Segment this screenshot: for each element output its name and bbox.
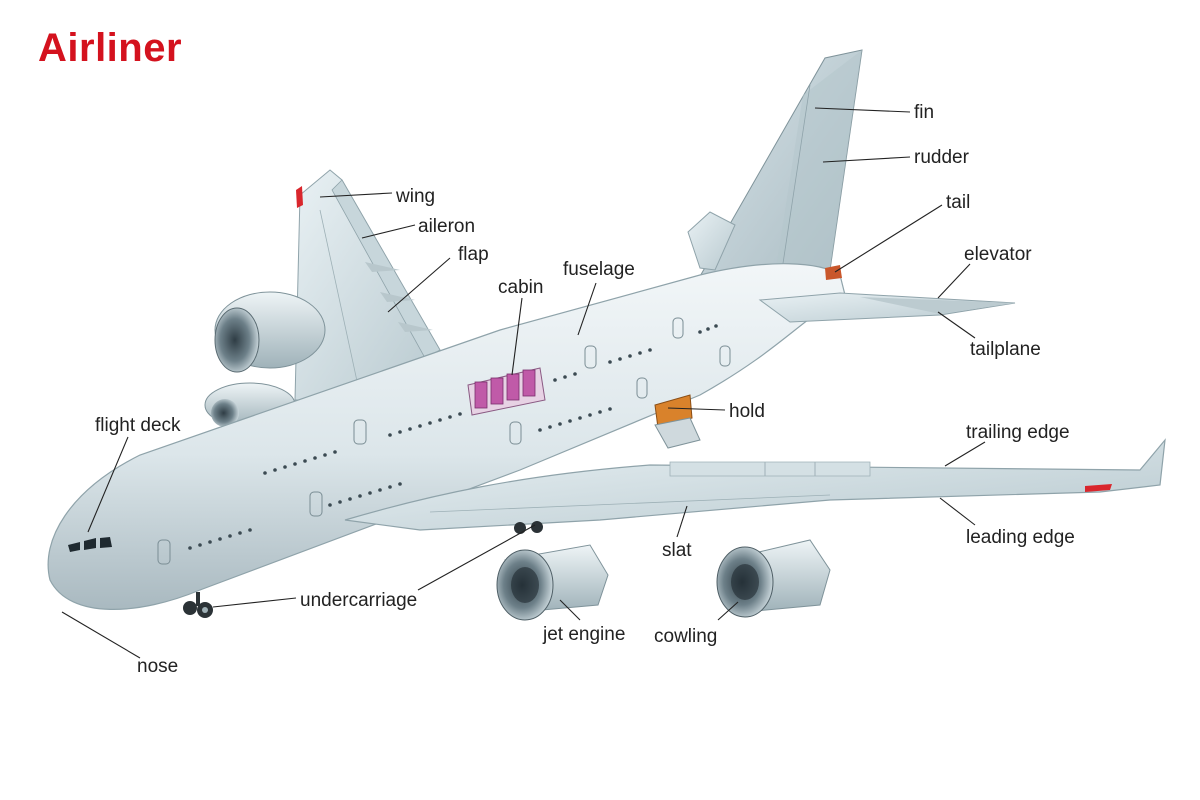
label-wing: wing bbox=[395, 186, 435, 207]
landing-gear bbox=[183, 521, 543, 618]
label-leading-edge: leading edge bbox=[966, 527, 1075, 548]
label-elevator: elevator bbox=[964, 244, 1032, 265]
page-title: Airliner bbox=[38, 26, 183, 70]
jet-engine-inboard bbox=[496, 544, 609, 621]
upper-engine-outboard bbox=[214, 291, 326, 373]
label-slat: slat bbox=[662, 540, 692, 561]
label-jet-engine: jet engine bbox=[542, 624, 625, 645]
cabin-cutaway bbox=[467, 367, 546, 416]
near-wingtip-marker bbox=[1085, 484, 1112, 492]
label-trailing-edge: trailing edge bbox=[966, 422, 1070, 443]
label-cowling: cowling bbox=[654, 626, 717, 647]
label-fuselage: fuselage bbox=[563, 259, 635, 280]
hold-cutaway bbox=[654, 394, 701, 449]
jet-engine-outboard bbox=[716, 539, 831, 618]
label-rudder: rudder bbox=[914, 147, 970, 168]
label-flight-deck: flight deck bbox=[95, 415, 181, 436]
label-undercarriage: undercarriage bbox=[300, 590, 417, 611]
fuselage-body bbox=[47, 263, 846, 610]
wingtip-marker bbox=[296, 186, 303, 208]
label-aileron: aileron bbox=[418, 216, 475, 237]
label-tailplane: tailplane bbox=[970, 339, 1041, 360]
main-wing bbox=[344, 438, 1166, 531]
label-nose: nose bbox=[137, 656, 178, 677]
label-tail: tail bbox=[946, 192, 970, 213]
tailplane-shape bbox=[758, 292, 1016, 323]
labels: fin rudder tail elevator tailplane wing … bbox=[95, 102, 1075, 677]
label-flap: flap bbox=[458, 244, 489, 265]
tail-cone bbox=[825, 265, 842, 280]
tail-fin bbox=[694, 49, 863, 291]
label-fin: fin bbox=[914, 102, 934, 123]
label-cabin: cabin bbox=[498, 277, 543, 298]
leader-lines bbox=[61, 107, 986, 659]
label-hold: hold bbox=[729, 401, 765, 422]
